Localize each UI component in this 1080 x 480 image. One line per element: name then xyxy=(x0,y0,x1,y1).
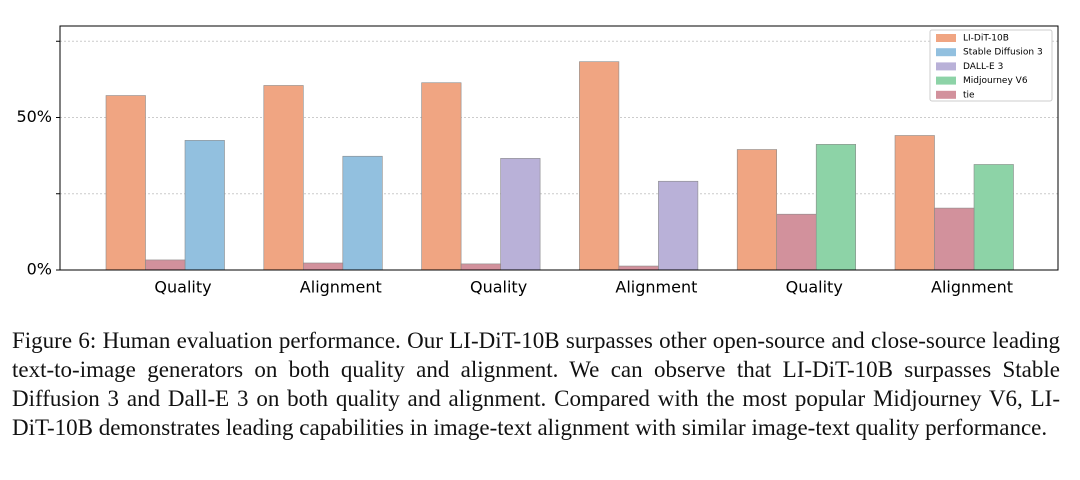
bar xyxy=(302,262,344,271)
x-tick-label: Alignment xyxy=(931,278,1013,297)
caption: Figure 6: Human evaluation performance. … xyxy=(12,328,1060,440)
bar xyxy=(460,263,501,271)
legend-swatch xyxy=(936,90,956,99)
bar xyxy=(421,82,462,271)
bar xyxy=(973,164,1014,271)
bar xyxy=(618,265,659,271)
legend-label: tie xyxy=(963,90,975,100)
legend-swatch xyxy=(936,62,956,71)
bar xyxy=(342,155,383,271)
chart: 0% 50% Quality Alignment Quality Alignment Qua… xyxy=(16,25,1059,297)
x-tick-label: Alignment xyxy=(615,278,697,297)
plot-frame xyxy=(59,25,1059,271)
bar xyxy=(934,207,975,271)
legend-swatch xyxy=(936,48,956,57)
legend-label: Stable Diffusion 3 xyxy=(963,48,1043,58)
legend-swatch xyxy=(936,76,956,85)
bar xyxy=(776,213,817,271)
bar xyxy=(894,135,935,271)
x-tick-label: Quality xyxy=(154,278,211,297)
bar xyxy=(263,85,304,271)
legend-label: LI-DiT-10B xyxy=(963,34,1009,44)
bar xyxy=(736,149,778,271)
x-tick-label: Alignment xyxy=(300,278,382,297)
x-tick-label: Quality xyxy=(470,278,527,297)
bar xyxy=(815,144,857,271)
bar xyxy=(579,61,620,271)
bar xyxy=(184,140,225,271)
bar xyxy=(145,259,186,271)
legend-swatch xyxy=(936,34,956,42)
legend-label: Midjourney V6 xyxy=(963,76,1028,86)
y-tick-label: 0% xyxy=(27,260,52,279)
bar xyxy=(658,180,699,271)
legend-label: DALL-E 3 xyxy=(963,62,1003,72)
bar xyxy=(500,158,541,271)
x-tick-label: Quality xyxy=(786,278,843,297)
legend-box xyxy=(929,29,1053,102)
bar xyxy=(105,95,146,271)
y-tick-label: 50% xyxy=(16,107,52,126)
